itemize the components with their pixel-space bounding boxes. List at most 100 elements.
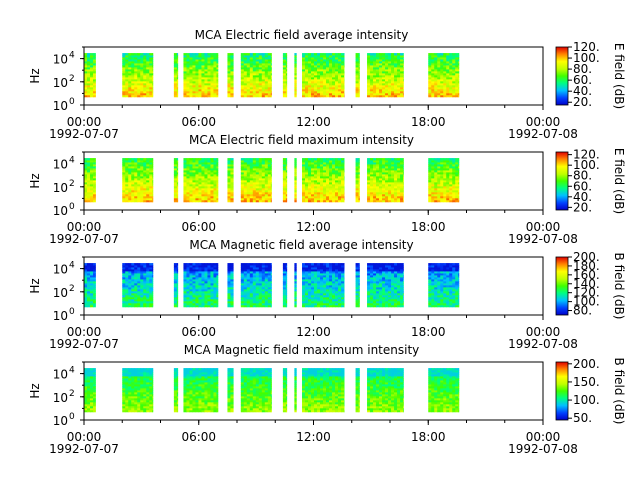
spectrogram-cell xyxy=(282,304,287,308)
spectrogram-cell xyxy=(192,82,196,86)
spectrogram-cell xyxy=(152,191,154,195)
spectrogram-cell xyxy=(216,302,219,306)
spectrogram-cell xyxy=(305,275,309,278)
spectrogram-cell xyxy=(243,172,248,175)
spectrogram-cell xyxy=(189,57,193,60)
spectrogram-cell xyxy=(267,282,272,286)
spectrogram-cell xyxy=(125,267,129,270)
spectrogram-cell xyxy=(84,69,88,72)
spectrogram-cell xyxy=(308,183,312,187)
spectrogram-cell xyxy=(385,175,389,179)
spectrogram-cell xyxy=(246,300,251,304)
spectrogram-cell xyxy=(213,164,217,167)
spectrogram-cell xyxy=(358,193,360,197)
spectrogram-cell xyxy=(341,59,345,62)
spectrogram-cell xyxy=(379,55,383,58)
spectrogram-cell xyxy=(394,168,398,171)
spectrogram-cell xyxy=(428,94,432,98)
spectrogram-cell xyxy=(308,174,312,177)
spectrogram-cell xyxy=(152,72,154,76)
spectrogram-cell xyxy=(255,160,260,163)
spectrogram-cell xyxy=(173,199,178,203)
spectrogram-cell xyxy=(227,279,231,282)
spectrogram-cell xyxy=(84,158,88,161)
spectrogram-cell xyxy=(388,179,392,183)
spectrogram-cell xyxy=(249,78,254,82)
spectrogram-cell xyxy=(282,191,287,195)
spectrogram-cell xyxy=(210,284,214,288)
spectrogram-cell xyxy=(137,170,141,173)
spectrogram-cell xyxy=(370,170,374,173)
spectrogram-cell xyxy=(308,162,312,165)
spectrogram-cell xyxy=(329,164,333,167)
spectrogram-cell xyxy=(243,273,248,276)
spectrogram-cell xyxy=(149,175,153,179)
spectrogram-cell xyxy=(376,55,380,58)
spectrogram-cell xyxy=(186,269,190,272)
spectrogram-cell xyxy=(227,304,231,308)
spectrogram-cell xyxy=(137,175,141,179)
spectrogram-cell xyxy=(373,70,377,74)
spectrogram-cell xyxy=(125,88,129,92)
spectrogram-cell xyxy=(173,302,178,306)
spectrogram-cell xyxy=(249,191,254,195)
spectrogram-cell xyxy=(183,67,187,70)
spectrogram-cell xyxy=(338,76,342,80)
spectrogram-cell xyxy=(400,78,404,82)
spectrogram-cell xyxy=(189,69,193,72)
spectrogram-cell xyxy=(122,189,126,193)
spectrogram-cell xyxy=(143,82,147,86)
spectrogram-cell xyxy=(320,88,324,92)
spectrogram-cell xyxy=(440,72,444,76)
spectrogram-cell xyxy=(122,282,126,286)
spectrogram-cell xyxy=(93,70,96,74)
spectrogram-cell xyxy=(201,82,205,86)
spectrogram-cell xyxy=(140,195,144,199)
spectrogram-cell xyxy=(261,187,266,191)
spectrogram-cell xyxy=(210,74,214,78)
spectrogram-cell xyxy=(341,72,345,76)
spectrogram-cell xyxy=(370,74,374,78)
spectrogram-cell xyxy=(323,164,327,167)
spectrogram-cell xyxy=(189,263,193,266)
spectrogram-cell xyxy=(213,69,217,72)
spectrogram-cell xyxy=(308,172,312,175)
spectrogram-cell xyxy=(449,197,453,201)
spectrogram-cell xyxy=(87,292,91,296)
spectrogram-cell xyxy=(329,175,333,179)
spectrogram-cell xyxy=(302,94,306,98)
spectrogram-cell xyxy=(326,55,330,58)
spectrogram-cell xyxy=(137,168,141,171)
spectrogram-cell xyxy=(449,90,453,94)
spectrogram-cell xyxy=(428,80,432,84)
spectrogram-cell xyxy=(443,187,447,191)
spectrogram-cell xyxy=(434,183,438,187)
spectrogram-cell xyxy=(403,193,404,197)
spectrogram-cell xyxy=(93,191,96,195)
spectrogram-cell xyxy=(443,65,447,68)
spectrogram-cell xyxy=(440,179,444,183)
spectrogram-cell xyxy=(140,269,144,272)
spectrogram-cell xyxy=(146,292,150,296)
spectrogram-cell xyxy=(93,160,96,163)
spectrogram-cell xyxy=(394,80,398,84)
spectrogram-cell xyxy=(355,181,359,185)
spectrogram-cell xyxy=(455,74,459,78)
spectrogram-cell xyxy=(285,162,288,165)
spectrogram-cell xyxy=(452,158,456,161)
spectrogram-cell xyxy=(452,181,456,185)
spectrogram-cell xyxy=(341,177,345,181)
spectrogram-cell xyxy=(264,271,269,274)
spectrogram-cell xyxy=(329,57,333,60)
spectrogram-cell xyxy=(267,63,272,66)
spectrogram-cell xyxy=(355,177,359,181)
spectrogram-cell xyxy=(201,290,205,294)
spectrogram-cell xyxy=(320,166,324,169)
spectrogram-cell xyxy=(149,280,153,284)
spectrogram-cell xyxy=(385,65,389,68)
spectrogram-cell xyxy=(176,90,179,94)
spectrogram-cell xyxy=(308,177,312,181)
spectrogram-cell xyxy=(252,94,257,98)
spectrogram-cell xyxy=(255,67,260,70)
spectrogram-cell xyxy=(255,174,260,177)
